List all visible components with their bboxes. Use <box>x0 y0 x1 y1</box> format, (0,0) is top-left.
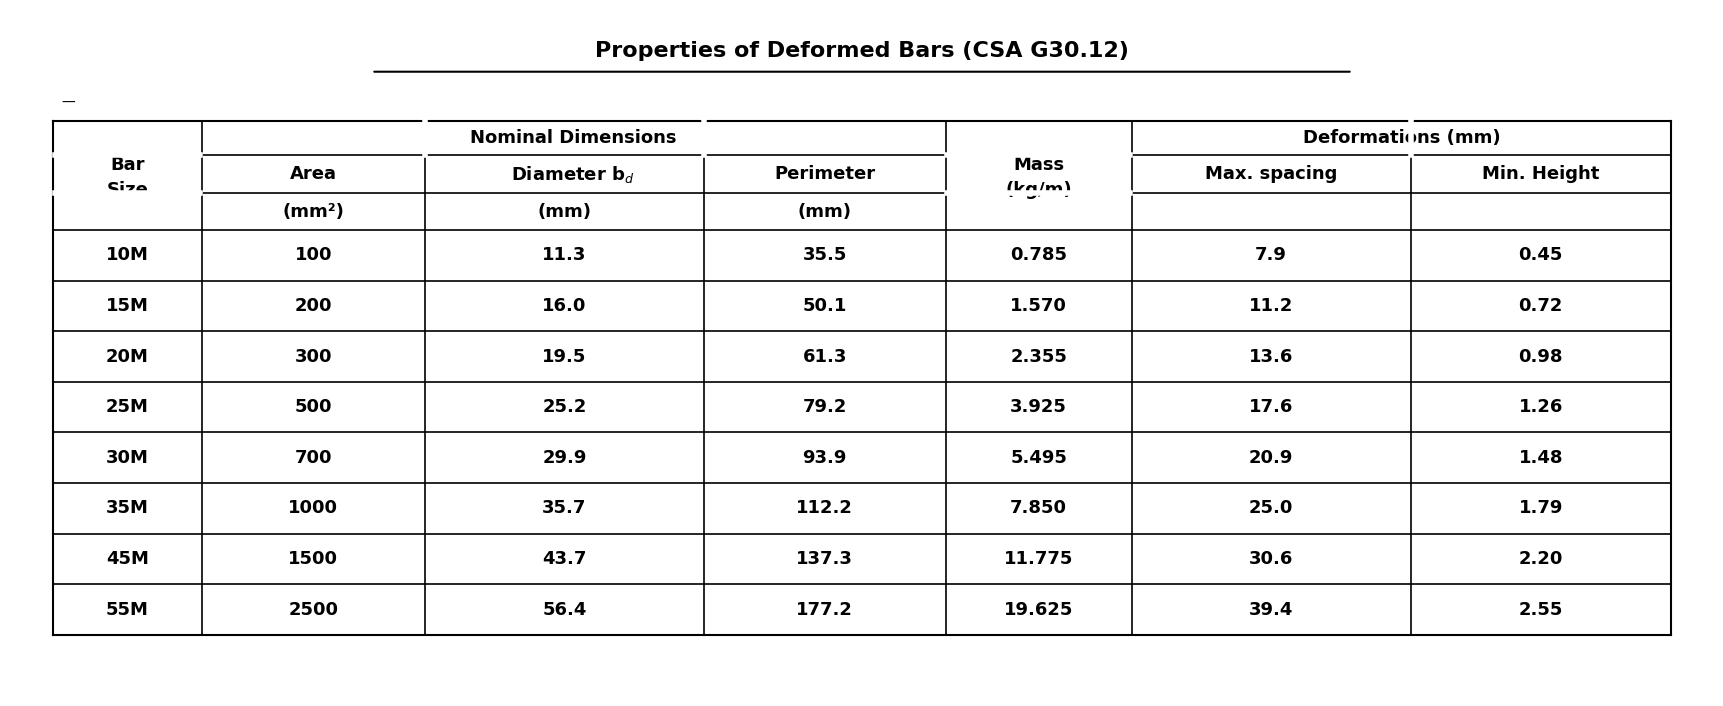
Text: 55M: 55M <box>105 601 148 618</box>
Text: 61.3: 61.3 <box>803 347 846 366</box>
Text: 0.785: 0.785 <box>1010 246 1067 264</box>
Text: 11.2: 11.2 <box>1247 297 1292 315</box>
Text: 35.7: 35.7 <box>543 499 586 517</box>
Text: 10M: 10M <box>105 246 148 264</box>
Text: 300: 300 <box>295 347 333 366</box>
Text: 93.9: 93.9 <box>803 449 846 467</box>
Text: Size: Size <box>107 181 148 198</box>
Text: Perimeter: Perimeter <box>774 165 875 183</box>
Text: 25.0: 25.0 <box>1247 499 1292 517</box>
Text: 7.9: 7.9 <box>1254 246 1287 264</box>
Text: 1500: 1500 <box>288 550 338 568</box>
Text: 29.9: 29.9 <box>543 449 586 467</box>
Text: 56.4: 56.4 <box>543 601 586 618</box>
Text: 19.625: 19.625 <box>1003 601 1073 618</box>
Text: Deformations (mm): Deformations (mm) <box>1303 128 1499 147</box>
Text: 7.850: 7.850 <box>1010 499 1067 517</box>
Text: (mm²): (mm²) <box>283 203 345 221</box>
Text: Properties of Deformed Bars (CSA G30.12): Properties of Deformed Bars (CSA G30.12) <box>594 41 1129 61</box>
Text: 50.1: 50.1 <box>803 297 846 315</box>
Text: Diameter b$_d$: Diameter b$_d$ <box>512 164 634 184</box>
Text: 11.775: 11.775 <box>1003 550 1073 568</box>
Text: 79.2: 79.2 <box>803 398 846 416</box>
Text: 0.72: 0.72 <box>1518 297 1563 315</box>
Text: 2500: 2500 <box>288 601 338 618</box>
Text: 35M: 35M <box>105 499 148 517</box>
Text: 30M: 30M <box>105 449 148 467</box>
Text: 2.355: 2.355 <box>1010 347 1067 366</box>
Text: 137.3: 137.3 <box>796 550 853 568</box>
Text: 1.26: 1.26 <box>1518 398 1563 416</box>
Text: Nominal Dimensions: Nominal Dimensions <box>470 128 677 147</box>
Text: 1000: 1000 <box>288 499 338 517</box>
Text: Area: Area <box>289 165 336 183</box>
Text: Mass: Mass <box>1013 156 1063 174</box>
Text: 500: 500 <box>295 398 333 416</box>
Text: 112.2: 112.2 <box>796 499 853 517</box>
Text: 39.4: 39.4 <box>1247 601 1292 618</box>
Text: 45M: 45M <box>105 550 148 568</box>
Text: 11.3: 11.3 <box>543 246 586 264</box>
Text: 3.925: 3.925 <box>1010 398 1067 416</box>
Text: 16.0: 16.0 <box>543 297 586 315</box>
Text: —: — <box>62 96 76 110</box>
Text: 30.6: 30.6 <box>1247 550 1292 568</box>
Text: 35.5: 35.5 <box>803 246 846 264</box>
Text: 1.79: 1.79 <box>1518 499 1563 517</box>
Text: 13.6: 13.6 <box>1247 347 1292 366</box>
Text: 100: 100 <box>295 246 333 264</box>
Text: 15M: 15M <box>105 297 148 315</box>
Text: (mm): (mm) <box>798 203 851 221</box>
Text: 17.6: 17.6 <box>1247 398 1292 416</box>
Text: 43.7: 43.7 <box>543 550 586 568</box>
Text: 177.2: 177.2 <box>796 601 853 618</box>
Text: 20.9: 20.9 <box>1247 449 1292 467</box>
Text: 2.20: 2.20 <box>1518 550 1563 568</box>
Text: 20M: 20M <box>105 347 148 366</box>
Text: 1.570: 1.570 <box>1010 297 1067 315</box>
Text: Max. spacing: Max. spacing <box>1204 165 1337 183</box>
Text: 700: 700 <box>295 449 333 467</box>
Text: 19.5: 19.5 <box>543 347 586 366</box>
Text: 25M: 25M <box>105 398 148 416</box>
Text: 2.55: 2.55 <box>1518 601 1563 618</box>
Text: Bar: Bar <box>110 156 145 174</box>
Text: (mm): (mm) <box>538 203 591 221</box>
Text: 200: 200 <box>295 297 333 315</box>
Text: Min. Height: Min. Height <box>1482 165 1599 183</box>
Text: 25.2: 25.2 <box>543 398 586 416</box>
Text: (kg/m): (kg/m) <box>1005 181 1072 198</box>
Text: 0.45: 0.45 <box>1518 246 1563 264</box>
Text: 0.98: 0.98 <box>1518 347 1563 366</box>
Text: 1.48: 1.48 <box>1518 449 1563 467</box>
Text: 5.495: 5.495 <box>1010 449 1067 467</box>
